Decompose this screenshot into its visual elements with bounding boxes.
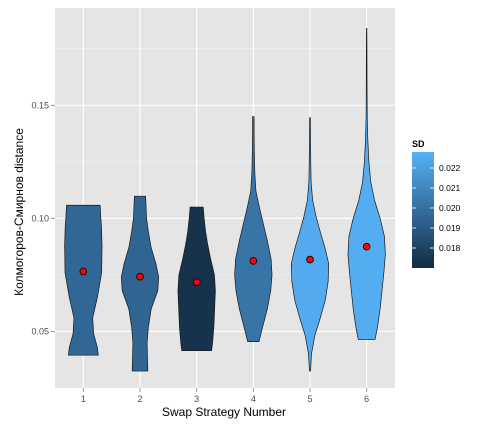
mean-point-3	[192, 278, 201, 286]
mean-point-6	[362, 242, 371, 251]
mean-point-2	[136, 272, 144, 281]
x-tick-label: 3	[194, 394, 199, 404]
legend-tick-label: 0.018	[439, 243, 461, 253]
mean-point-4	[249, 257, 258, 265]
mean-point-5	[306, 255, 314, 264]
x-tick-label: 1	[81, 394, 86, 404]
plot-panel	[55, 8, 395, 388]
y-tick-label: 0.10	[31, 213, 49, 223]
legend-tick-label: 0.022	[439, 163, 461, 173]
y-tick-label: 0.05	[31, 326, 49, 336]
legend-tick-label: 0.021	[439, 183, 461, 193]
x-tick-label: 5	[307, 394, 312, 404]
x-tick-label: 4	[251, 394, 256, 404]
x-axis-title: Swap Strategy Number	[162, 405, 286, 419]
legend-title: SD	[412, 139, 425, 149]
y-tick-label: 0.15	[31, 100, 49, 110]
violin-1	[64, 204, 103, 356]
x-tick-label: 6	[364, 394, 369, 404]
violin-6	[347, 28, 386, 340]
legend-colorbar	[412, 152, 434, 268]
violin-4	[234, 116, 273, 342]
x-tick-label: 2	[137, 394, 142, 404]
legend-tick-label: 0.019	[439, 223, 461, 233]
violin-5	[290, 117, 330, 372]
legend-tick-label: 0.020	[439, 203, 461, 213]
mean-point-1	[79, 267, 88, 276]
violin-2	[120, 195, 160, 372]
y-axis-title: Колмогоров-Смирнов distance	[12, 128, 26, 296]
